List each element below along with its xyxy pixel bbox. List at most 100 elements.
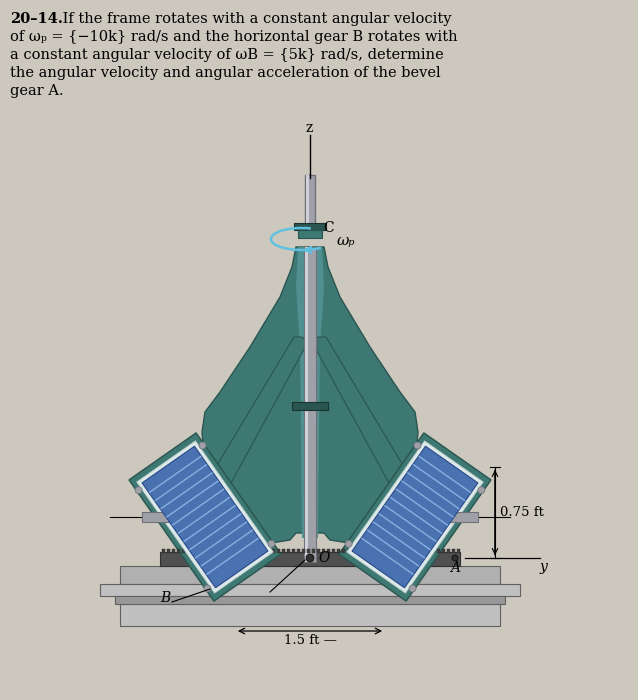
Bar: [172, 549, 175, 553]
Bar: [327, 549, 330, 553]
Bar: [222, 549, 225, 553]
Bar: [322, 549, 325, 553]
Circle shape: [306, 554, 314, 562]
Circle shape: [135, 486, 142, 493]
Polygon shape: [339, 433, 491, 601]
Bar: [427, 549, 430, 553]
Text: the angular velocity and angular acceleration of the bevel: the angular velocity and angular acceler…: [10, 66, 441, 80]
Circle shape: [204, 585, 211, 592]
Polygon shape: [142, 446, 268, 588]
Text: a constant angular velocity of ωB = {5k} rad/s, determine: a constant angular velocity of ωB = {5k}…: [10, 48, 444, 62]
Bar: [457, 549, 460, 553]
Bar: [437, 549, 440, 553]
Bar: [407, 549, 410, 553]
Bar: [282, 549, 285, 553]
Bar: [392, 549, 395, 553]
Bar: [305, 247, 308, 562]
Bar: [262, 549, 265, 553]
Bar: [387, 549, 390, 553]
Bar: [402, 549, 405, 553]
Bar: [352, 549, 355, 553]
Polygon shape: [185, 337, 308, 537]
Bar: [242, 549, 245, 553]
Bar: [167, 549, 170, 553]
Polygon shape: [312, 337, 435, 537]
Circle shape: [268, 540, 275, 547]
Bar: [287, 549, 290, 553]
Bar: [100, 584, 520, 596]
Polygon shape: [202, 247, 418, 548]
Circle shape: [409, 585, 416, 592]
Bar: [452, 549, 455, 553]
Bar: [298, 230, 322, 238]
Bar: [302, 549, 305, 553]
Bar: [292, 549, 295, 553]
Circle shape: [345, 540, 352, 547]
Bar: [307, 549, 310, 553]
Bar: [120, 604, 500, 626]
Bar: [115, 596, 505, 604]
Bar: [212, 549, 215, 553]
Circle shape: [452, 555, 458, 561]
Text: If the frame rotates with a constant angular velocity: If the frame rotates with a constant ang…: [58, 12, 452, 26]
Text: O: O: [318, 551, 329, 565]
Circle shape: [478, 486, 485, 493]
Bar: [305, 175, 315, 225]
Bar: [277, 549, 280, 553]
Bar: [447, 549, 450, 553]
Bar: [332, 549, 335, 553]
Bar: [217, 549, 220, 553]
Text: gear A.: gear A.: [10, 84, 64, 98]
Bar: [160, 552, 460, 566]
Polygon shape: [129, 433, 281, 601]
Bar: [357, 549, 360, 553]
Bar: [432, 549, 435, 553]
Bar: [294, 223, 326, 230]
Polygon shape: [137, 440, 274, 594]
Bar: [312, 549, 315, 553]
Bar: [362, 549, 365, 553]
Bar: [187, 549, 190, 553]
Bar: [247, 549, 250, 553]
Bar: [442, 549, 445, 553]
Bar: [347, 549, 350, 553]
Bar: [306, 175, 309, 225]
Text: of ωₚ = {−10k} rad/s and the horizontal gear B rotates with: of ωₚ = {−10k} rad/s and the horizontal …: [10, 30, 457, 44]
Bar: [337, 549, 340, 553]
Polygon shape: [352, 446, 478, 588]
Bar: [162, 549, 165, 553]
Text: 1.5 ft —: 1.5 ft —: [283, 634, 336, 647]
Bar: [377, 549, 380, 553]
Bar: [382, 549, 385, 553]
Bar: [227, 549, 230, 553]
Bar: [202, 549, 205, 553]
Text: A: A: [450, 561, 460, 575]
Bar: [142, 512, 177, 522]
Text: z: z: [306, 121, 313, 135]
Circle shape: [199, 442, 206, 449]
Bar: [237, 549, 240, 553]
Bar: [207, 549, 210, 553]
Bar: [120, 566, 500, 584]
Bar: [412, 549, 415, 553]
Bar: [443, 512, 478, 522]
Bar: [297, 549, 300, 553]
Bar: [304, 247, 316, 562]
Bar: [367, 549, 370, 553]
Bar: [267, 549, 270, 553]
Polygon shape: [296, 247, 324, 538]
Bar: [342, 549, 345, 553]
Text: ωₚ: ωₚ: [337, 234, 355, 248]
Text: y: y: [540, 560, 548, 574]
Bar: [182, 549, 185, 553]
Bar: [422, 549, 425, 553]
Bar: [417, 549, 420, 553]
Bar: [397, 549, 400, 553]
Bar: [272, 549, 275, 553]
Bar: [232, 549, 235, 553]
Text: 0.75 ft: 0.75 ft: [500, 506, 544, 519]
Bar: [192, 549, 195, 553]
Bar: [317, 549, 320, 553]
Bar: [372, 549, 375, 553]
Text: 20–14.: 20–14.: [10, 12, 63, 26]
